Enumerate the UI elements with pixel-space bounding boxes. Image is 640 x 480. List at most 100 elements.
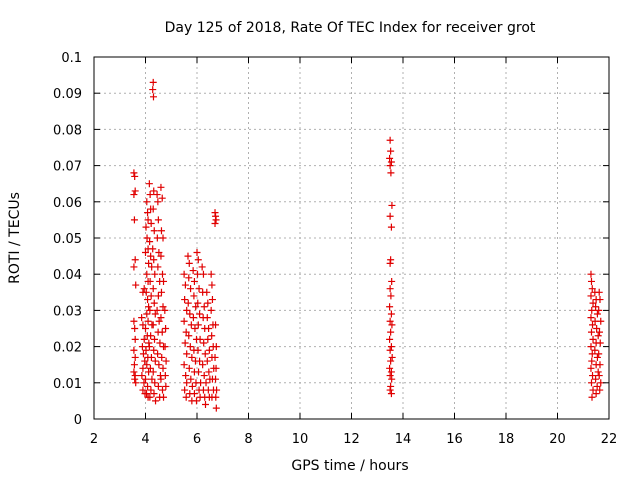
data-point: [201, 350, 209, 358]
data-point: [587, 343, 595, 351]
data-point: [155, 248, 163, 256]
data-point: [596, 361, 604, 369]
data-point: [152, 397, 160, 405]
data-point: [587, 328, 595, 336]
data-point: [153, 191, 161, 199]
y-tick-label: 0.05: [53, 232, 82, 247]
data-point: [595, 350, 603, 358]
y-tick-label: 0.02: [53, 341, 82, 356]
data-point: [154, 216, 162, 224]
data-point: [155, 317, 163, 325]
data-point: [143, 234, 151, 242]
data-point: [587, 364, 595, 372]
x-axis-title: GPS time / hours: [291, 458, 408, 474]
data-point: [158, 194, 166, 202]
data-point: [131, 256, 139, 264]
data-point: [146, 364, 154, 372]
data-point: [593, 382, 601, 390]
data-point: [150, 346, 158, 354]
data-point: [154, 198, 162, 206]
data-point: [159, 303, 167, 311]
data-point: [147, 386, 155, 394]
x-tick-label: 14: [395, 432, 412, 447]
data-point: [139, 364, 147, 372]
data-point: [185, 332, 193, 340]
data-point: [148, 375, 156, 383]
data-point: [187, 375, 195, 383]
data-point: [212, 404, 220, 412]
data-point: [386, 136, 394, 144]
data-point: [200, 339, 208, 347]
data-point: [130, 191, 138, 199]
data-point: [387, 147, 395, 155]
data-point: [142, 375, 149, 383]
data-point: [151, 379, 159, 387]
data-point: [143, 361, 151, 369]
data-point: [387, 390, 395, 398]
data-point: [139, 321, 147, 329]
data-point: [587, 314, 595, 322]
data-point: [386, 386, 394, 394]
data-point: [199, 270, 207, 278]
data-point: [149, 86, 157, 94]
data-point: [139, 350, 147, 358]
data-point: [187, 285, 195, 293]
data-point: [131, 325, 139, 332]
data-point: [143, 390, 151, 398]
data-point: [194, 321, 202, 329]
data-point: [157, 375, 165, 383]
data-point: [200, 372, 208, 380]
data-point: [140, 285, 148, 293]
data-point: [387, 292, 395, 300]
data-point: [146, 277, 154, 285]
data-points: [130, 78, 605, 412]
data-point: [194, 270, 202, 278]
data-point: [387, 223, 395, 231]
data-point: [158, 270, 166, 278]
data-point: [144, 296, 152, 304]
data-point: [388, 353, 396, 361]
data-point: [161, 343, 169, 351]
data-point: [588, 306, 596, 314]
data-point: [386, 162, 394, 170]
data-point: [149, 285, 157, 293]
data-point: [162, 357, 170, 365]
data-point: [151, 357, 159, 365]
grid: [94, 57, 609, 419]
data-point: [386, 303, 394, 311]
data-point: [195, 285, 203, 293]
y-tick-label: 0.01: [53, 377, 82, 392]
data-point: [131, 375, 139, 383]
data-point: [212, 216, 220, 224]
data-point: [181, 386, 189, 394]
data-point: [199, 361, 207, 369]
x-tick-label: 8: [244, 432, 252, 447]
data-point: [156, 339, 164, 347]
data-point: [207, 306, 215, 314]
data-point: [591, 346, 599, 354]
y-tick-label: 0.1: [61, 51, 82, 66]
data-point: [203, 357, 211, 365]
data-point: [592, 303, 600, 311]
data-point: [589, 386, 597, 394]
data-point: [149, 368, 157, 376]
data-point: [147, 252, 155, 260]
data-point: [387, 158, 395, 166]
y-tick-label: 0: [74, 413, 82, 428]
data-point: [595, 328, 603, 336]
data-point: [155, 361, 163, 369]
data-point: [595, 306, 603, 314]
data-point: [587, 277, 595, 285]
data-point: [185, 364, 193, 372]
data-point: [388, 201, 396, 209]
data-point: [192, 303, 200, 311]
x-tick-label: 2: [90, 432, 98, 447]
data-point: [595, 288, 603, 296]
data-point: [194, 256, 202, 264]
data-point: [149, 321, 157, 329]
data-point: [150, 187, 158, 195]
data-point: [154, 350, 162, 358]
data-point: [158, 353, 166, 361]
data-point: [196, 335, 204, 343]
data-point: [150, 299, 158, 307]
